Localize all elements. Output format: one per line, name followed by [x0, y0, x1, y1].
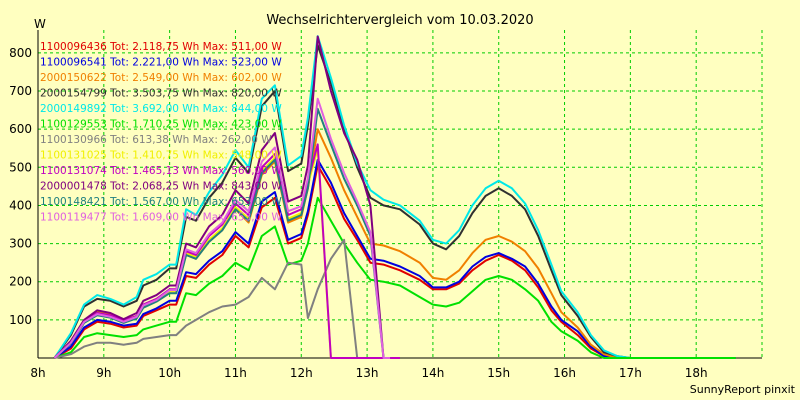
footer-credit: SunnyReport pinxit — [690, 383, 796, 396]
x-tick-label: 18h — [685, 366, 708, 380]
y-tick-label: 100 — [9, 313, 32, 327]
series-line-2000149892 — [53, 35, 736, 359]
x-tick-label: 16h — [553, 366, 576, 380]
y-tick-label: 200 — [9, 275, 32, 289]
axis-ticks: 8h 9h 10h 11h 12h 13h 14h 15h 16h 17h 18h 100 200 300… — [9, 46, 708, 380]
x-tick-label: 17h — [619, 366, 642, 380]
legend-entry-1100130966: 1100130966 Tot: 613,38 Wh Max: 262,00 W — [40, 134, 272, 146]
legend-entry-2000149892: 2000149892 Tot: 3.692,00 Wh Max: 844,00 … — [40, 103, 282, 115]
y-tick-label: 400 — [9, 198, 32, 212]
legend: 1100096436 Tot: 2.118,75 Wh Max: 511,00 … — [40, 41, 282, 224]
series-line-1100119477 — [53, 97, 391, 359]
x-tick-label: 12h — [290, 366, 313, 380]
series-layer — [53, 35, 736, 359]
legend-entry-2000001478: 2000001478 Tot: 2.068,25 Wh Max: 843,00 … — [40, 181, 282, 193]
x-tick-label: 14h — [421, 366, 444, 380]
y-axis-label: W — [34, 17, 46, 31]
x-tick-label: 15h — [487, 366, 510, 380]
legend-entry-1100096436: 1100096436 Tot: 2.118,75 Wh Max: 511,00 … — [40, 41, 282, 53]
x-tick-label: 10h — [158, 366, 181, 380]
legend-entry-1100096541: 1100096541 Tot: 2.221,00 Wh Max: 523,00 … — [40, 57, 282, 69]
legend-entry-2000150622: 2000150622 Tot: 2.549,00 Wh Max: 602,00 … — [40, 72, 282, 84]
x-tick-label: 8h — [30, 366, 45, 380]
legend-entry-1100129553: 1100129553 Tot: 1.710,25 Wh Max: 423,00 … — [40, 119, 282, 131]
chart-title: Wechselrichtervergleich vom 10.03.2020 — [266, 13, 533, 28]
legend-entry-2000154799: 2000154799 Tot: 3.503,75 Wh Max: 820,00 … — [40, 88, 282, 100]
series-line-1100131074 — [53, 143, 400, 359]
y-tick-label: 300 — [9, 237, 32, 251]
series-line-2000001478 — [53, 35, 391, 359]
legend-entry-1100131025: 1100131025 Tot: 1.410,75 Wh Max: 548,00 … — [40, 150, 282, 162]
legend-entry-1100148421: 1100148421 Tot: 1.567,00 Wh Max: 653,00 … — [40, 196, 282, 208]
y-tick-label: 500 — [9, 160, 32, 174]
legend-entry-1100119477: 1100119477 Tot: 1.609,00 Wh Max: 653,00 … — [40, 212, 282, 224]
y-tick-label: 700 — [9, 84, 32, 98]
y-tick-label: 800 — [9, 46, 32, 60]
x-tick-label: 9h — [96, 366, 111, 380]
x-tick-label: 13h — [356, 366, 379, 380]
legend-entry-1100131074: 1100131074 Tot: 1.465,13 Wh Max: 560,00 … — [40, 165, 282, 177]
series-line-1100130966 — [54, 238, 371, 359]
y-tick-label: 600 — [9, 122, 32, 136]
x-tick-label: 11h — [224, 366, 247, 380]
